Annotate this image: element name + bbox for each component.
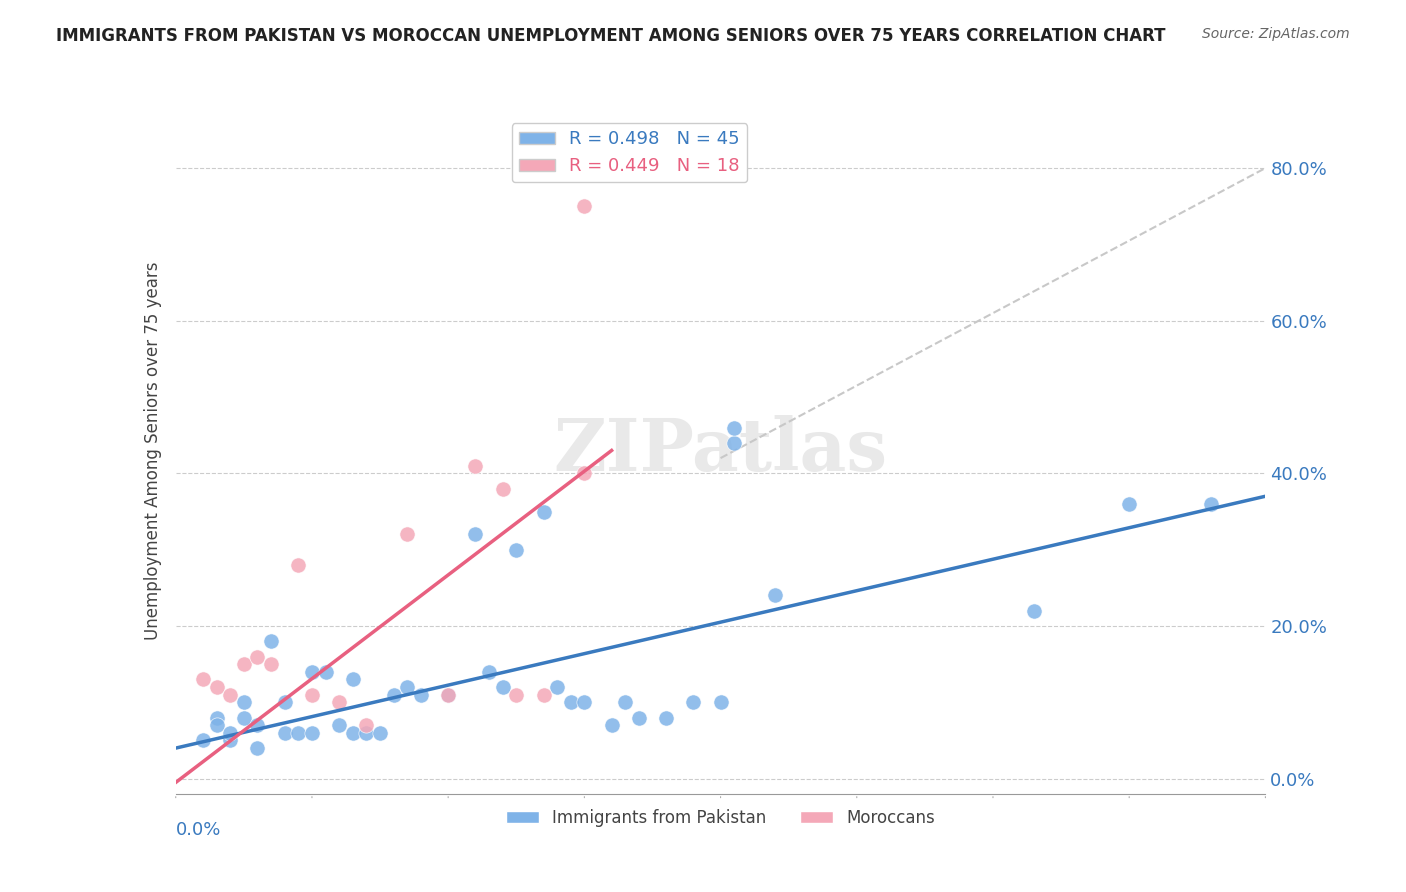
Point <box>396 527 419 541</box>
Point <box>219 726 242 740</box>
Point <box>342 726 364 740</box>
Point <box>356 718 378 732</box>
Point <box>437 688 460 702</box>
Point <box>260 634 283 648</box>
Point <box>368 726 391 740</box>
Point <box>560 695 582 709</box>
Point <box>574 199 596 213</box>
Point <box>328 718 350 732</box>
Text: Source: ZipAtlas.com: Source: ZipAtlas.com <box>1202 27 1350 41</box>
Point <box>478 665 501 679</box>
Point <box>437 688 460 702</box>
Point <box>205 710 228 724</box>
Point <box>763 589 786 603</box>
Point <box>274 695 297 709</box>
Point <box>260 657 283 672</box>
Point <box>205 718 228 732</box>
Point <box>232 657 254 672</box>
Y-axis label: Unemployment Among Seniors over 75 years: Unemployment Among Seniors over 75 years <box>143 261 162 640</box>
Point <box>191 673 214 687</box>
Text: IMMIGRANTS FROM PAKISTAN VS MOROCCAN UNEMPLOYMENT AMONG SENIORS OVER 75 YEARS CO: IMMIGRANTS FROM PAKISTAN VS MOROCCAN UNE… <box>56 27 1166 45</box>
Point <box>191 733 214 747</box>
Point <box>723 435 745 450</box>
Point <box>219 688 242 702</box>
Point <box>614 695 637 709</box>
Point <box>464 527 486 541</box>
Point <box>328 695 350 709</box>
Point <box>546 680 568 694</box>
Point <box>382 688 405 702</box>
Point <box>356 726 378 740</box>
Point <box>1199 497 1222 511</box>
Point <box>655 710 678 724</box>
Point <box>492 680 515 694</box>
Point <box>710 695 733 709</box>
Point <box>246 718 269 732</box>
Legend: Immigrants from Pakistan, Moroccans: Immigrants from Pakistan, Moroccans <box>499 802 942 834</box>
Point <box>574 695 596 709</box>
Point <box>574 467 596 481</box>
Point <box>627 710 650 724</box>
Point <box>533 504 555 518</box>
Point <box>232 695 254 709</box>
Point <box>533 688 555 702</box>
Point <box>219 733 242 747</box>
Point <box>464 458 486 473</box>
Point <box>396 680 419 694</box>
Point <box>505 688 527 702</box>
Point <box>1118 497 1140 511</box>
Point <box>315 665 337 679</box>
Point <box>246 649 269 664</box>
Point <box>301 688 323 702</box>
Point <box>505 542 527 557</box>
Point <box>492 482 515 496</box>
Point <box>232 710 254 724</box>
Point <box>287 558 309 572</box>
Point <box>301 726 323 740</box>
Point <box>301 665 323 679</box>
Point <box>409 688 432 702</box>
Text: 0.0%: 0.0% <box>176 822 221 839</box>
Point <box>682 695 704 709</box>
Point <box>1022 604 1045 618</box>
Point <box>342 673 364 687</box>
Text: ZIPatlas: ZIPatlas <box>554 415 887 486</box>
Point <box>205 680 228 694</box>
Point <box>274 726 297 740</box>
Point <box>246 741 269 756</box>
Point <box>600 718 623 732</box>
Point <box>723 420 745 434</box>
Point <box>287 726 309 740</box>
